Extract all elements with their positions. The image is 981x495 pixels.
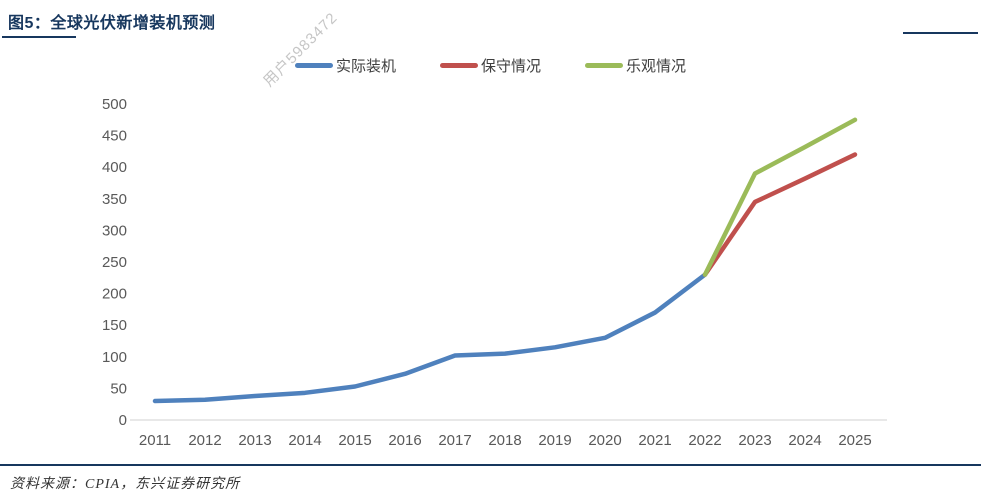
y-tick-label: 350 (102, 191, 127, 208)
y-tick-label: 400 (102, 159, 127, 176)
legend-item-optimistic: 乐观情况 (585, 55, 686, 76)
x-tick-label: 2023 (738, 432, 771, 449)
x-tick-label: 2014 (288, 432, 321, 449)
y-tick-label: 300 (102, 222, 127, 239)
x-tick-label: 2024 (788, 432, 821, 449)
y-tick-label: 200 (102, 286, 127, 303)
x-tick-label: 2017 (438, 432, 471, 449)
y-tick-label: 150 (102, 317, 127, 334)
x-tick-label: 2018 (488, 432, 521, 449)
legend-swatch-conservative (439, 63, 478, 68)
y-tick-label: 500 (102, 96, 127, 113)
figure-title: 图5：全球光伏新增装机预测 (8, 15, 216, 32)
title-underline-rule (2, 36, 76, 38)
y-tick-label: 50 (110, 380, 127, 397)
y-tick-label: 0 (119, 412, 127, 429)
legend-label-actual: 实际装机 (335, 58, 396, 75)
x-tick-label: 2019 (538, 432, 571, 449)
legend-label-conservative: 保守情况 (480, 58, 541, 75)
source-note: 资料来源：CPIA，东兴证券研究所 (10, 477, 241, 492)
x-tick-label: 2015 (338, 432, 371, 449)
x-tick-label: 2021 (638, 432, 671, 449)
x-tick-label: 2013 (238, 432, 271, 449)
x-tick-label: 2025 (838, 432, 871, 449)
legend-item-conservative: 保守情况 (439, 55, 541, 76)
chart-legend: 实际装机 保守情况 乐观情况 (0, 55, 981, 76)
legend-swatch-optimistic (585, 63, 623, 68)
x-tick-label: 2011 (139, 432, 171, 449)
legend-label-optimistic: 乐观情况 (626, 58, 687, 75)
x-tick-label: 2022 (688, 432, 721, 449)
legend-item-actual: 实际装机 (294, 55, 396, 76)
legend-swatch-actual (294, 63, 333, 68)
y-tick-label: 250 (102, 254, 127, 271)
series-line-1 (702, 152, 858, 277)
x-tick-label: 2020 (588, 432, 621, 449)
y-tick-label: 100 (102, 349, 127, 366)
y-tick-label: 450 (102, 128, 127, 145)
top-right-rule (903, 32, 978, 34)
series-line-2 (702, 117, 858, 277)
x-tick-label: 2016 (388, 432, 421, 449)
series-line-0 (152, 272, 708, 404)
x-tick-label: 2012 (188, 432, 221, 449)
bottom-rule (0, 464, 981, 466)
